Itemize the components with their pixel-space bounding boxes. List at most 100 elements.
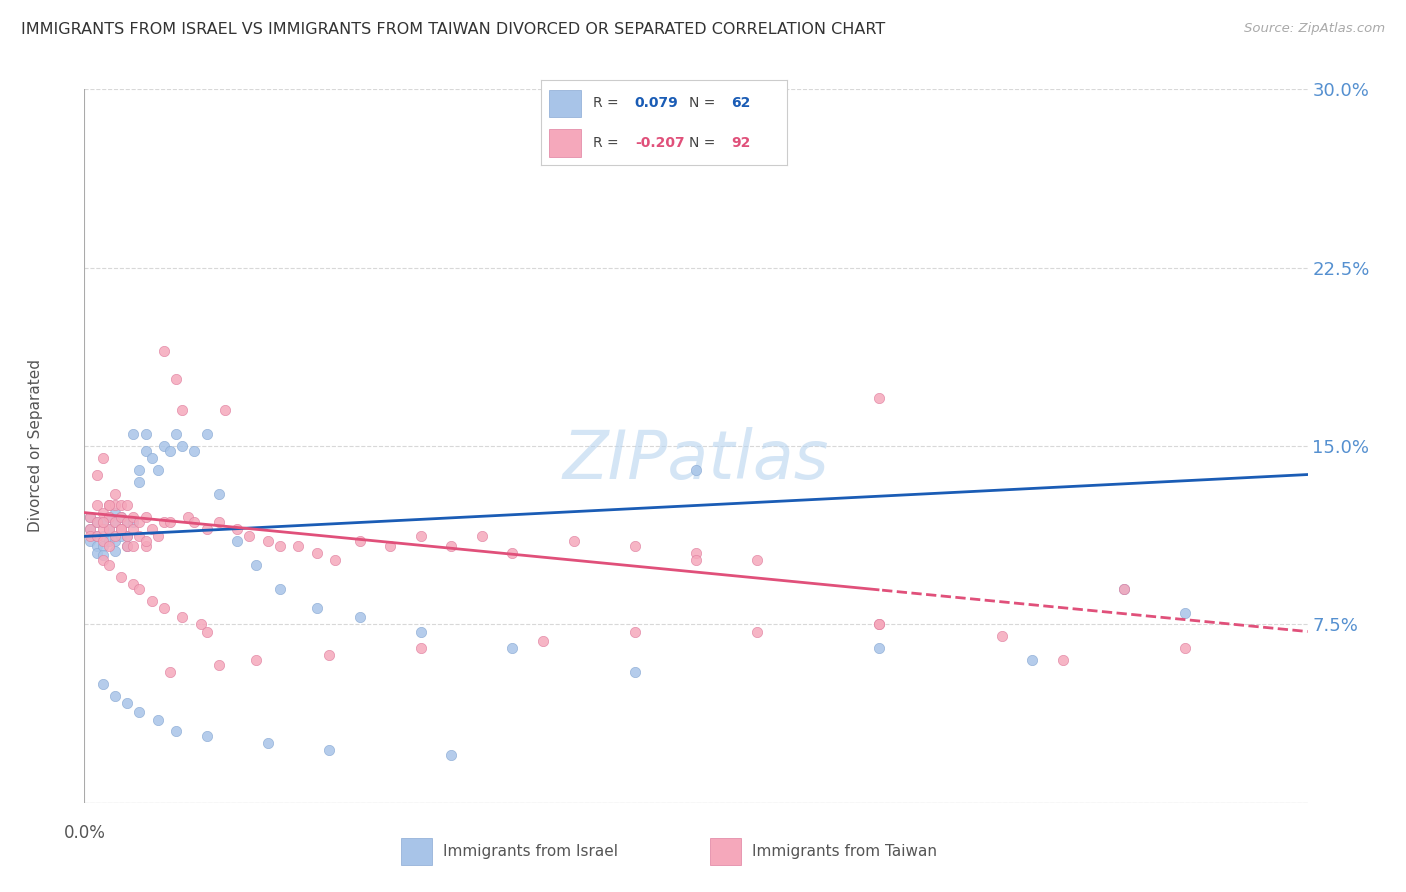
- Point: [269, 582, 291, 596]
- Point: [172, 439, 194, 453]
- Point: [226, 534, 249, 549]
- Point: [153, 343, 176, 358]
- Point: [318, 648, 340, 663]
- Point: [257, 534, 280, 549]
- Point: [269, 539, 291, 553]
- Point: [91, 515, 114, 529]
- Point: [122, 522, 145, 536]
- Point: [1052, 653, 1074, 667]
- Point: [146, 713, 169, 727]
- Point: [122, 515, 145, 529]
- Point: [104, 486, 127, 500]
- Point: [869, 641, 891, 656]
- Point: [1174, 606, 1197, 620]
- Point: [91, 506, 114, 520]
- Point: [104, 515, 127, 529]
- Point: [97, 522, 120, 536]
- Point: [104, 534, 127, 549]
- Text: Divorced or Separated: Divorced or Separated: [28, 359, 44, 533]
- Point: [146, 463, 169, 477]
- Point: [685, 463, 707, 477]
- Point: [110, 570, 132, 584]
- Text: ZIPatlas: ZIPatlas: [562, 427, 830, 493]
- Point: [146, 529, 169, 543]
- Point: [104, 543, 127, 558]
- Text: N =: N =: [689, 96, 716, 110]
- Point: [305, 600, 328, 615]
- Point: [86, 515, 108, 529]
- Text: Immigrants from Taiwan: Immigrants from Taiwan: [752, 845, 938, 859]
- Point: [991, 629, 1014, 643]
- Point: [1174, 641, 1197, 656]
- Point: [624, 665, 647, 679]
- Point: [624, 539, 647, 553]
- Point: [110, 529, 132, 543]
- Point: [685, 546, 707, 560]
- Point: [1114, 582, 1136, 596]
- Point: [97, 522, 120, 536]
- Point: [323, 553, 346, 567]
- Point: [153, 515, 176, 529]
- Point: [747, 553, 769, 567]
- Text: IMMIGRANTS FROM ISRAEL VS IMMIGRANTS FROM TAIWAN DIVORCED OR SEPARATED CORRELATI: IMMIGRANTS FROM ISRAEL VS IMMIGRANTS FRO…: [21, 22, 886, 37]
- Point: [97, 499, 120, 513]
- Point: [318, 743, 340, 757]
- Point: [91, 539, 114, 553]
- Point: [685, 553, 707, 567]
- Point: [208, 515, 231, 529]
- Point: [257, 736, 280, 750]
- Point: [122, 427, 145, 442]
- Point: [79, 510, 101, 524]
- Point: [128, 515, 150, 529]
- Point: [135, 534, 157, 549]
- Point: [86, 529, 108, 543]
- Bar: [548, 129, 581, 157]
- Point: [91, 515, 114, 529]
- Point: [135, 427, 157, 442]
- Point: [869, 617, 891, 632]
- Point: [245, 558, 267, 572]
- Point: [869, 617, 891, 632]
- Point: [141, 593, 163, 607]
- Point: [97, 510, 120, 524]
- Point: [153, 439, 176, 453]
- Point: [91, 450, 114, 465]
- Point: [115, 539, 138, 553]
- Text: Immigrants from Israel: Immigrants from Israel: [443, 845, 617, 859]
- Point: [135, 539, 157, 553]
- Point: [104, 499, 127, 513]
- Point: [128, 529, 150, 543]
- Point: [86, 546, 108, 560]
- Point: [115, 499, 138, 513]
- Text: -0.207: -0.207: [636, 136, 685, 150]
- Text: 92: 92: [731, 136, 751, 150]
- Point: [471, 529, 494, 543]
- Point: [1021, 653, 1043, 667]
- Point: [1114, 582, 1136, 596]
- Point: [79, 529, 101, 543]
- Text: R =: R =: [593, 96, 619, 110]
- Point: [91, 522, 114, 536]
- Text: 0.0%: 0.0%: [63, 824, 105, 842]
- Point: [104, 515, 127, 529]
- Point: [409, 529, 432, 543]
- Point: [115, 539, 138, 553]
- Point: [110, 522, 132, 536]
- Point: [380, 539, 402, 553]
- Point: [115, 529, 138, 543]
- Point: [110, 522, 132, 536]
- Point: [115, 529, 138, 543]
- Point: [91, 529, 114, 543]
- Point: [110, 522, 132, 536]
- Point: [86, 499, 108, 513]
- Point: [502, 546, 524, 560]
- Point: [195, 522, 218, 536]
- Point: [97, 534, 120, 549]
- Point: [128, 475, 150, 489]
- Point: [562, 534, 585, 549]
- Point: [349, 610, 371, 624]
- Point: [110, 499, 132, 513]
- Point: [135, 443, 157, 458]
- Point: [195, 624, 218, 639]
- Point: [159, 665, 181, 679]
